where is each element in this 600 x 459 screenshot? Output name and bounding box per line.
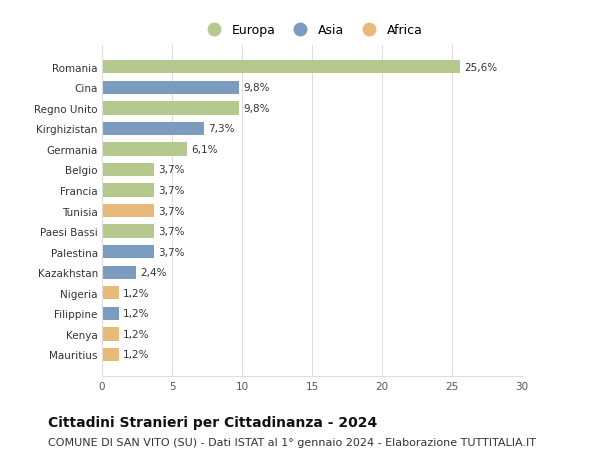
Bar: [102, 266, 136, 280]
Text: Cittadini Stranieri per Cittadinanza - 2024: Cittadini Stranieri per Cittadinanza - 2…: [48, 415, 377, 429]
Bar: [102, 204, 154, 218]
Text: COMUNE DI SAN VITO (SU) - Dati ISTAT al 1° gennaio 2024 - Elaborazione TUTTITALI: COMUNE DI SAN VITO (SU) - Dati ISTAT al …: [48, 437, 536, 447]
Bar: [102, 184, 154, 197]
Bar: [102, 143, 187, 156]
Bar: [102, 102, 239, 115]
Text: 1,2%: 1,2%: [123, 350, 149, 360]
Text: 6,1%: 6,1%: [191, 145, 218, 155]
Text: 3,7%: 3,7%: [158, 227, 185, 237]
Bar: [102, 246, 154, 259]
Bar: [102, 123, 204, 136]
Bar: [102, 307, 119, 320]
Bar: [102, 163, 154, 177]
Text: 9,8%: 9,8%: [244, 104, 270, 113]
Bar: [102, 348, 119, 361]
Bar: [102, 225, 154, 238]
Text: 7,3%: 7,3%: [208, 124, 235, 134]
Text: 3,7%: 3,7%: [158, 185, 185, 196]
Text: 3,7%: 3,7%: [158, 247, 185, 257]
Bar: [102, 328, 119, 341]
Text: 3,7%: 3,7%: [158, 165, 185, 175]
Legend: Europa, Asia, Africa: Europa, Asia, Africa: [197, 19, 427, 42]
Text: 3,7%: 3,7%: [158, 206, 185, 216]
Text: 25,6%: 25,6%: [464, 62, 498, 73]
Text: 1,2%: 1,2%: [123, 309, 149, 319]
Bar: [102, 61, 460, 74]
Bar: [102, 81, 239, 95]
Text: 1,2%: 1,2%: [123, 288, 149, 298]
Text: 2,4%: 2,4%: [140, 268, 166, 278]
Text: 1,2%: 1,2%: [123, 329, 149, 339]
Text: 9,8%: 9,8%: [244, 83, 270, 93]
Bar: [102, 286, 119, 300]
